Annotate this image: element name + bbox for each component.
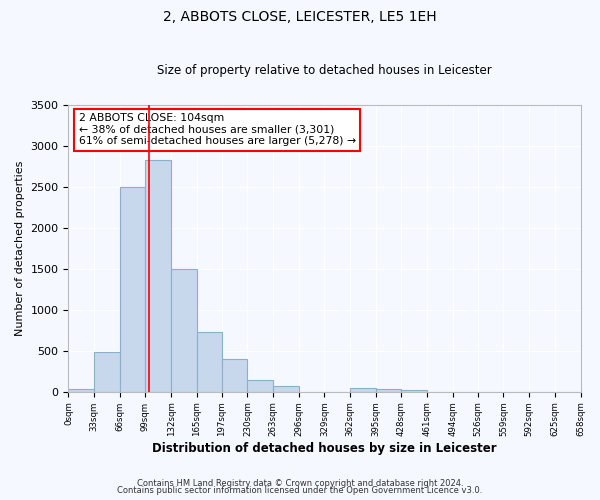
Bar — [171, 268, 197, 392]
Bar — [145, 160, 171, 392]
Bar — [247, 380, 273, 392]
Text: 2, ABBOTS CLOSE, LEICESTER, LE5 1EH: 2, ABBOTS CLOSE, LEICESTER, LE5 1EH — [163, 10, 437, 24]
Bar — [376, 389, 401, 392]
Text: Contains public sector information licensed under the Open Government Licence v3: Contains public sector information licen… — [118, 486, 482, 495]
Bar — [401, 390, 427, 392]
Bar — [273, 386, 299, 392]
Title: Size of property relative to detached houses in Leicester: Size of property relative to detached ho… — [157, 64, 492, 77]
Bar — [350, 388, 376, 392]
Bar — [68, 390, 94, 392]
Y-axis label: Number of detached properties: Number of detached properties — [15, 160, 25, 336]
Bar — [94, 352, 120, 392]
X-axis label: Distribution of detached houses by size in Leicester: Distribution of detached houses by size … — [152, 442, 497, 455]
Bar — [197, 332, 222, 392]
Text: 2 ABBOTS CLOSE: 104sqm
← 38% of detached houses are smaller (3,301)
61% of semi-: 2 ABBOTS CLOSE: 104sqm ← 38% of detached… — [79, 113, 356, 146]
Text: Contains HM Land Registry data © Crown copyright and database right 2024.: Contains HM Land Registry data © Crown c… — [137, 478, 463, 488]
Bar — [120, 186, 145, 392]
Bar — [222, 359, 247, 392]
